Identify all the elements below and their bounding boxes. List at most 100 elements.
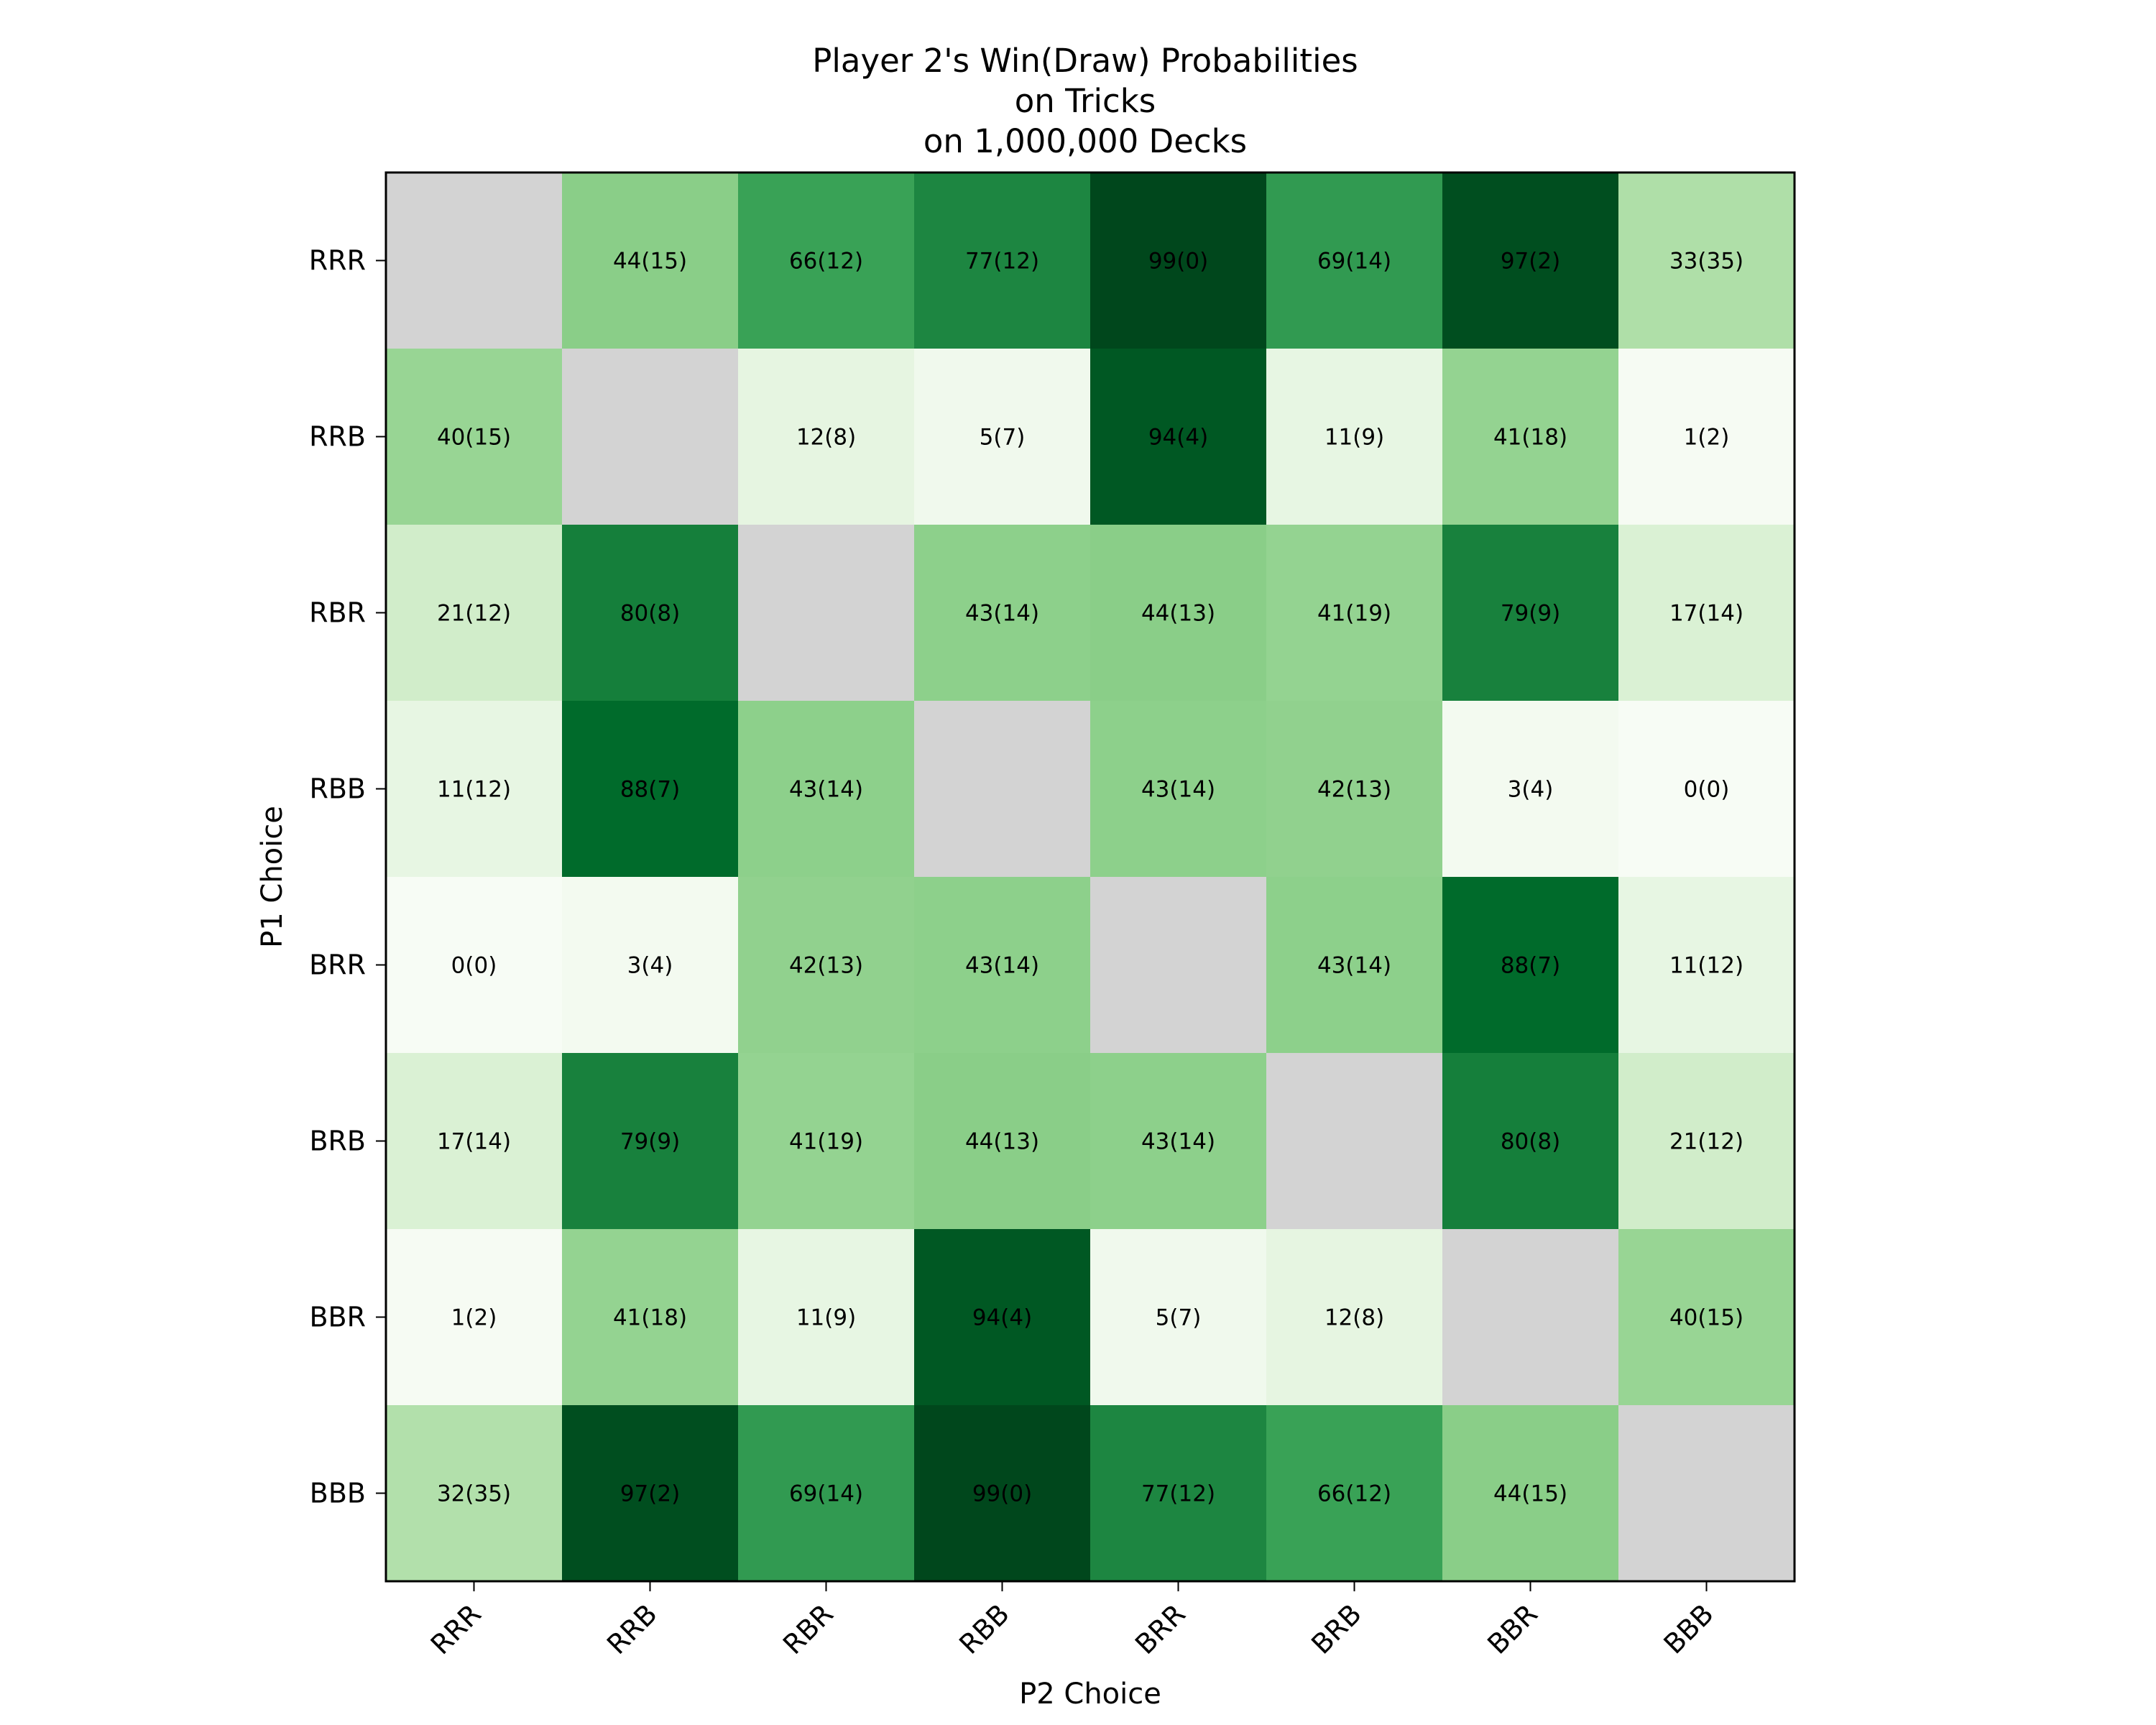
heatmap-cell: [914, 525, 1091, 702]
cell-value-label: 40(15): [437, 425, 511, 451]
heatmap-cell: [1618, 172, 1795, 349]
cell-value-label: 43(14): [965, 953, 1039, 979]
heatmap-cell: [914, 701, 1091, 878]
y-tick-label: BRR: [309, 949, 366, 981]
y-tick-label: RBR: [309, 597, 366, 629]
cell-value-label: 0(0): [451, 953, 497, 979]
cell-value-label: 41(18): [613, 1305, 687, 1331]
cell-value-label: 1(2): [451, 1305, 497, 1331]
cell-value-label: 77(12): [1141, 1481, 1215, 1507]
heatmap-cell: [914, 1229, 1091, 1406]
cell-value-label: 17(14): [437, 1129, 511, 1155]
cell-value-label: 43(14): [789, 777, 863, 803]
heatmap-cell: [1090, 701, 1267, 878]
cell-value-label: 0(0): [1684, 777, 1730, 803]
heatmap-cell: [386, 1053, 563, 1230]
cell-value-label: 17(14): [1669, 601, 1743, 627]
cell-value-label: 79(9): [1501, 601, 1560, 627]
cell-value-label: 21(12): [1669, 1129, 1743, 1155]
heatmap-cell: [1266, 1053, 1443, 1230]
heatmap-cells: [386, 172, 1795, 1582]
heatmap-cell: [562, 701, 739, 878]
heatmap-cell: [1442, 1405, 1619, 1582]
cell-value-label: 11(12): [1669, 953, 1743, 979]
heatmap-cell: [1266, 349, 1443, 525]
cell-value-label: 66(12): [1317, 1481, 1391, 1507]
heatmap-cell: [738, 877, 915, 1054]
heatmap-cell: [1090, 1229, 1267, 1406]
cell-value-label: 32(35): [437, 1481, 511, 1507]
heatmap-cell: [738, 701, 915, 878]
cell-value-label: 97(2): [1501, 249, 1560, 275]
heatmap-cell: [1442, 877, 1619, 1054]
heatmap-cell: [914, 877, 1091, 1054]
cell-value-label: 11(9): [1325, 425, 1384, 451]
x-tick-label: BBB: [1657, 1598, 1719, 1660]
cell-value-label: 43(14): [1141, 777, 1215, 803]
title-line-2: on Tricks: [1015, 82, 1156, 120]
heatmap-cell: [1618, 701, 1795, 878]
heatmap-cell: [1090, 349, 1267, 525]
heatmap-cell: [1442, 1229, 1619, 1406]
cell-value-label: 42(13): [1317, 777, 1391, 803]
heatmap-cell: [386, 701, 563, 878]
y-tick-label: BRB: [309, 1126, 366, 1157]
x-tick-label: RRR: [425, 1598, 487, 1660]
cell-value-label: 88(7): [620, 777, 680, 803]
cell-value-label: 69(14): [789, 1481, 863, 1507]
title-line-1: Player 2's Win(Draw) Probabilities: [812, 42, 1358, 80]
cell-value-label: 80(8): [1501, 1129, 1560, 1155]
cell-value-label: 77(12): [965, 249, 1039, 275]
plot-frame: [384, 171, 1796, 1583]
cell-value-label: 79(9): [620, 1129, 680, 1155]
x-tick-label: BRR: [1129, 1598, 1192, 1660]
heatmap-cell: [1090, 877, 1267, 1054]
heatmap-cell: [562, 1229, 739, 1406]
x-tick-label: RBB: [953, 1598, 1015, 1660]
heatmap-cell: [562, 172, 739, 349]
heatmap-cell: [1442, 1053, 1619, 1230]
cell-value-label: 44(15): [613, 249, 687, 275]
heatmap-cell: [738, 1405, 915, 1582]
heatmap-cell: [1090, 172, 1267, 349]
cell-value-label: 80(8): [620, 601, 680, 627]
cell-value-label: 5(7): [1156, 1305, 1202, 1331]
heatmap-cell: [1266, 525, 1443, 702]
cell-value-label: 44(13): [1141, 601, 1215, 627]
heatmap-cell: [1266, 1229, 1443, 1406]
cell-value-label: 12(8): [1325, 1305, 1384, 1331]
cell-value-label: 94(4): [972, 1305, 1032, 1331]
cell-value-label: 41(19): [789, 1129, 863, 1155]
heatmap-cell: [1442, 701, 1619, 878]
heatmap-cell: [562, 877, 739, 1054]
y-tick-label: BBB: [310, 1478, 366, 1509]
heatmap-cell: [914, 172, 1091, 349]
x-axis-ticks: RRR RRB RBR RBB BRR BRB BBR BBB: [425, 1581, 1720, 1660]
cell-value-label: 21(12): [437, 601, 511, 627]
heatmap-cell: [914, 1405, 1091, 1582]
cell-value-label: 3(4): [1508, 777, 1554, 803]
heatmap-cell: [1090, 525, 1267, 702]
heatmap-cell: [386, 172, 563, 349]
cell-value-label: 11(9): [796, 1305, 856, 1331]
cell-value-label: 41(19): [1317, 601, 1391, 627]
heatmap-cell: [562, 1053, 739, 1230]
cell-value-label: 40(15): [1669, 1305, 1743, 1331]
cell-value-label: 88(7): [1501, 953, 1560, 979]
heatmap-cell: [1090, 1405, 1267, 1582]
x-tick-label: RRB: [601, 1598, 663, 1660]
heatmap-cell: [1266, 1405, 1443, 1582]
cell-value-label: 66(12): [789, 249, 863, 275]
heatmap-cell-labels: 44(15) 66(12) 77(12) 99(0) 69(14) 97(2) 33(35)…: [437, 249, 1743, 1507]
heatmap-cell: [386, 349, 563, 525]
heatmap-cell: [562, 349, 739, 525]
heatmap-cell: [1618, 525, 1795, 702]
y-tick-label: RBB: [309, 773, 366, 805]
heatmap-cell: [386, 525, 563, 702]
cell-value-label: 69(14): [1317, 249, 1391, 275]
heatmap-cell: [914, 349, 1091, 525]
cell-value-label: 43(14): [1141, 1129, 1215, 1155]
y-tick-label: BBR: [309, 1302, 366, 1333]
heatmap-cell: [1266, 701, 1443, 878]
